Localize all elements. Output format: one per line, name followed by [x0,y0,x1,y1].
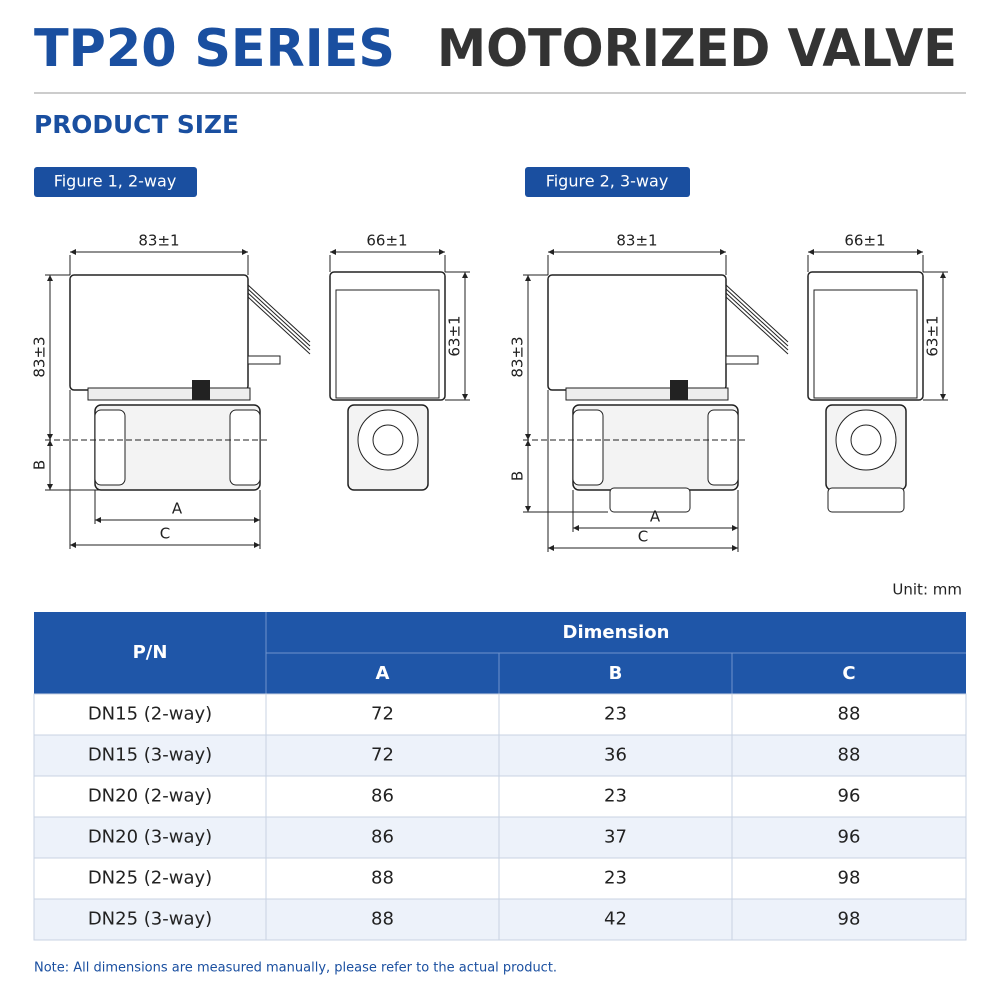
table-cell: DN20 (3-way) [88,827,212,848]
column-header: Dimension [563,622,670,643]
dimension-label: 83±3 [509,336,527,377]
port [609,487,691,513]
table-row [33,693,967,736]
section-title: PRODUCT SIZE [34,110,239,139]
dimension-label: B [31,460,49,470]
knob [670,380,688,400]
line [725,284,789,343]
dimension-label: A [172,500,183,518]
dimension-label: B [509,471,527,481]
nut [707,409,739,486]
series-title: TP20 SERIES [34,19,395,79]
table-cell: 88 [371,868,394,889]
figure-badge [34,167,197,197]
note: Note: All dimensions are measured manual… [34,961,557,976]
unit-label: Unit: mm [892,581,962,599]
table-cell: 37 [604,827,627,848]
line [725,296,789,355]
figure-label: Figure 1, 2-way [54,172,177,191]
table-cell: 96 [838,786,861,807]
table-cell: DN25 (3-way) [88,909,212,930]
line [725,288,789,347]
dimension-label: C [160,525,170,543]
line [247,284,311,343]
table-row [33,734,967,777]
port-hole [850,424,882,456]
column-header: A [376,663,390,684]
table-row [33,775,967,818]
column-header: P/N [133,642,168,663]
tab [725,355,759,365]
dimension-label: 83±1 [616,232,657,250]
table-cell: 72 [371,745,394,766]
figure-badge [525,167,690,197]
table-cell: 88 [838,704,861,725]
nut [94,409,126,486]
table-cell: 23 [604,786,627,807]
table-cell: 42 [604,909,627,930]
table-cell: 72 [371,704,394,725]
actuator [329,271,446,401]
cover-rib [813,289,918,399]
dimension-label: A [650,508,661,526]
cover-rib [335,289,440,399]
nut [572,409,604,486]
column-header: C [842,663,855,684]
dimension-label: 83±3 [31,336,49,377]
table-cell: 98 [838,909,861,930]
table-row [33,816,967,859]
table-row [33,857,967,900]
base-plate [565,387,729,401]
figure-label: Figure 2, 3-way [546,172,669,191]
table-cell: 86 [371,827,394,848]
table-cell: 23 [604,704,627,725]
table-row [33,898,967,941]
table-cell: 98 [838,868,861,889]
table-cell: 36 [604,745,627,766]
dimension-label: 63±1 [446,315,464,356]
table-cell: 86 [371,786,394,807]
table-cell: DN15 (2-way) [88,704,212,725]
dimension-label: 63±1 [924,315,942,356]
actuator [547,274,727,391]
line [247,292,311,351]
nut [229,409,261,486]
column-header: B [609,663,623,684]
dimension-label: C [638,528,648,546]
table-cell: 23 [604,868,627,889]
port [827,487,905,513]
actuator [807,271,924,401]
dimension-label: 66±1 [844,232,885,250]
dimension-label: 66±1 [366,232,407,250]
tab [247,355,281,365]
line [725,292,789,351]
dimension-label: 83±1 [138,232,179,250]
table-cell: DN25 (2-way) [88,868,212,889]
line [247,296,311,355]
product-title: MOTORIZED VALVE [437,19,957,79]
knob [192,380,210,400]
arrow [47,440,53,490]
actuator [69,274,249,391]
port-hole [372,424,404,456]
table-cell: 88 [838,745,861,766]
line [247,288,311,347]
table-cell: DN20 (2-way) [88,786,212,807]
table-cell: DN15 (3-way) [88,745,212,766]
table-cell: 96 [838,827,861,848]
base-plate [87,387,251,401]
table-cell: 88 [371,909,394,930]
